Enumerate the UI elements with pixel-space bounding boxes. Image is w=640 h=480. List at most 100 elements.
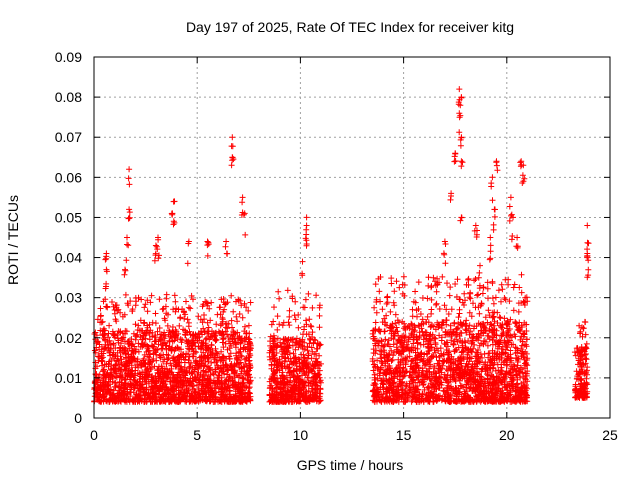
data-point xyxy=(122,291,129,298)
data-point xyxy=(152,310,159,317)
data-point xyxy=(184,377,191,384)
data-point xyxy=(286,307,293,314)
data-point xyxy=(181,364,188,371)
data-point xyxy=(91,347,98,354)
data-point xyxy=(168,346,175,353)
data-point xyxy=(106,387,113,394)
data-point xyxy=(172,298,179,305)
data-point xyxy=(194,337,201,344)
data-point xyxy=(157,371,164,378)
data-point xyxy=(152,398,159,405)
data-point xyxy=(170,385,177,392)
data-point xyxy=(222,340,229,347)
data-point xyxy=(192,375,199,382)
data-point xyxy=(148,364,155,371)
data-point xyxy=(224,366,231,373)
data-point xyxy=(165,311,171,318)
data-point xyxy=(188,292,195,299)
data-point xyxy=(518,271,525,278)
data-point xyxy=(199,386,206,393)
data-point xyxy=(316,302,323,309)
data-point xyxy=(189,353,196,360)
data-point xyxy=(152,242,159,249)
data-point xyxy=(491,213,498,220)
data-point xyxy=(451,158,458,165)
data-point xyxy=(489,174,496,181)
data-point xyxy=(240,379,247,386)
data-point xyxy=(485,295,491,302)
data-point xyxy=(92,371,99,378)
data-point xyxy=(135,397,142,404)
data-point xyxy=(201,362,208,369)
data-point xyxy=(147,299,154,306)
data-point xyxy=(128,354,135,361)
data-point xyxy=(160,332,167,339)
data-point xyxy=(116,372,123,379)
data-point xyxy=(199,373,206,380)
data-point xyxy=(181,380,188,387)
data-point xyxy=(164,322,171,329)
data-point xyxy=(442,260,449,267)
data-point xyxy=(100,335,107,342)
data-point xyxy=(115,361,122,368)
data-point xyxy=(241,328,248,335)
data-point xyxy=(100,373,107,380)
data-point xyxy=(91,379,98,386)
data-point xyxy=(222,377,229,384)
data-point xyxy=(158,363,165,370)
data-point xyxy=(175,359,182,366)
data-point xyxy=(192,357,199,364)
data-point xyxy=(105,378,112,385)
data-point xyxy=(229,134,236,141)
data-point xyxy=(180,388,187,395)
data-point xyxy=(116,379,123,386)
data-point xyxy=(129,308,136,314)
data-point xyxy=(218,385,224,392)
data-point xyxy=(206,336,213,343)
data-point xyxy=(242,383,249,390)
data-point xyxy=(228,292,235,299)
data-point xyxy=(109,299,115,305)
data-point xyxy=(99,318,106,325)
data-point xyxy=(112,302,119,309)
data-point xyxy=(211,336,218,342)
data-point xyxy=(106,398,113,405)
data-point xyxy=(111,332,118,339)
data-point xyxy=(247,347,254,354)
data-point xyxy=(122,363,128,370)
data-point xyxy=(582,319,589,326)
data-point xyxy=(302,296,309,303)
data-point xyxy=(193,391,200,398)
data-point xyxy=(126,181,133,188)
data-point xyxy=(227,396,234,403)
data-point xyxy=(306,316,313,323)
data-point xyxy=(192,398,198,404)
data-point xyxy=(227,350,234,357)
data-point xyxy=(201,329,208,336)
data-point xyxy=(462,384,469,391)
data-point xyxy=(244,376,251,383)
data-point xyxy=(489,280,496,287)
data-point xyxy=(458,163,465,170)
data-point xyxy=(223,320,230,327)
data-point xyxy=(208,341,215,348)
data-point xyxy=(172,379,179,386)
data-point xyxy=(214,350,221,357)
data-point xyxy=(271,304,277,311)
data-point xyxy=(487,248,494,255)
data-point xyxy=(176,322,183,329)
data-point xyxy=(247,299,254,306)
data-point xyxy=(140,320,147,327)
data-point xyxy=(183,397,190,403)
data-point xyxy=(120,349,127,356)
data-point xyxy=(220,296,227,302)
data-point xyxy=(133,390,140,397)
data-point xyxy=(439,273,446,280)
data-point xyxy=(202,358,209,365)
data-point xyxy=(506,203,513,210)
data-point xyxy=(195,313,202,320)
data-point xyxy=(126,365,133,371)
data-point xyxy=(275,288,282,295)
data-point xyxy=(239,199,246,206)
data-point xyxy=(125,338,132,344)
